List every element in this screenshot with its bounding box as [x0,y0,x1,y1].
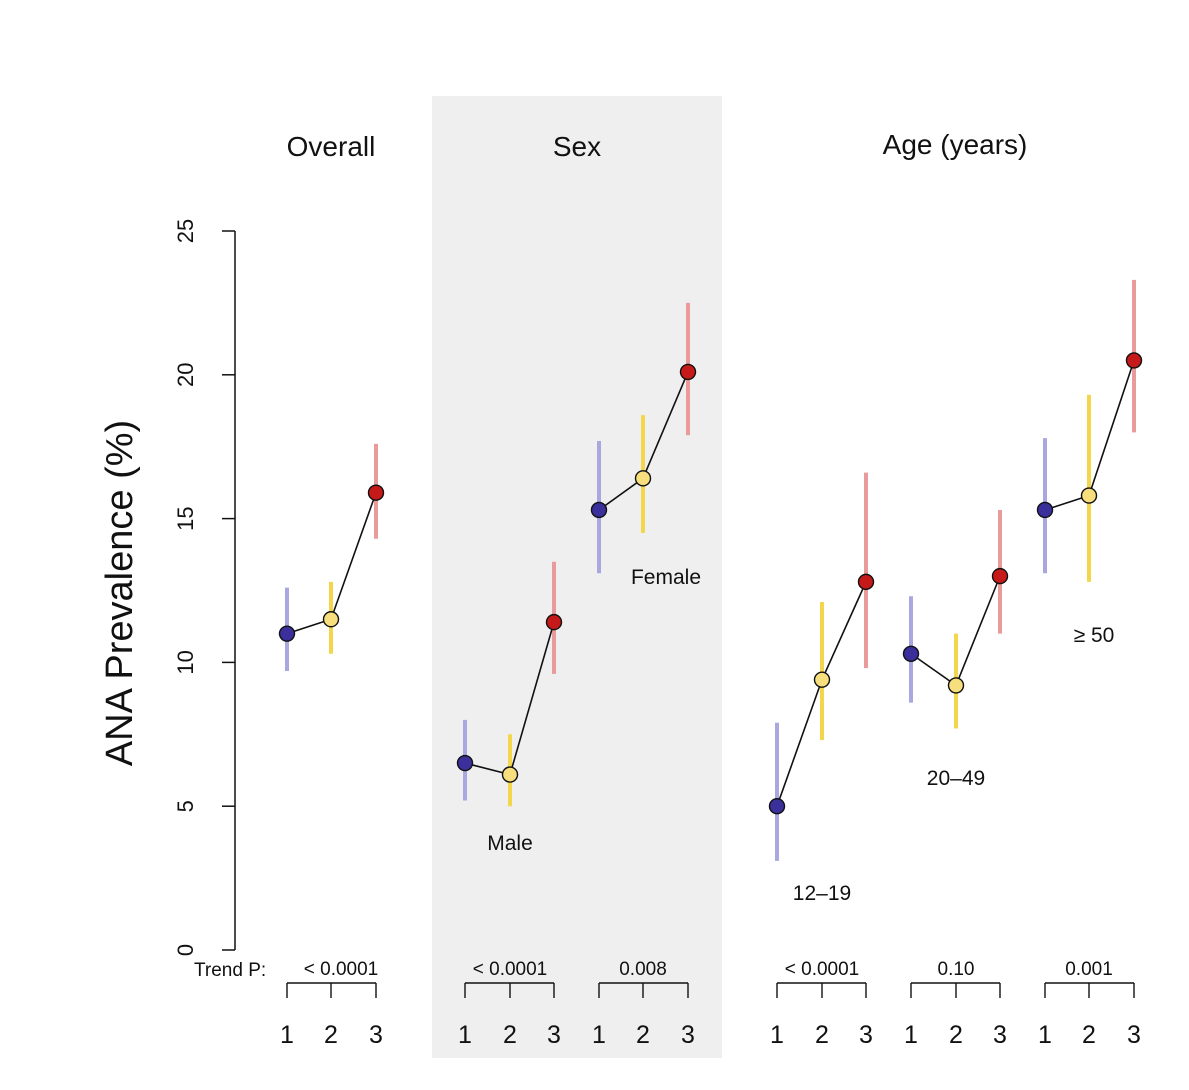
y-axis: 0 5 10 15 20 25 [173,219,235,956]
data-point [367,484,385,501]
group-label: 20–49 [927,767,985,790]
data-point [278,625,296,642]
x-tick-label: 2 [636,1021,650,1049]
data-point [1125,352,1143,369]
y-tick-label: 10 [173,650,198,674]
series-group: Female 0.008 1 2 3 [590,302,701,1049]
y-axis-label: ANA Prevalence (%) [99,420,141,766]
data-point [813,671,831,688]
x-tick-label: 3 [993,1021,1007,1049]
x-tick-label: 2 [815,1021,829,1049]
series-group: Male < 0.0001 1 2 3 [456,561,563,1049]
y-tick-label: 25 [173,219,198,243]
trend-p-value: < 0.0001 [473,959,548,980]
x-tick-label: 1 [770,1021,784,1049]
group-label: 12–19 [793,882,851,905]
x-tick-label: 3 [547,1021,561,1049]
data-point [857,573,875,591]
trend-p-value: < 0.0001 [304,959,379,980]
data-point [1080,487,1098,504]
x-tick-label: 3 [681,1021,695,1049]
x-tick-label: 3 [859,1021,873,1049]
data-point [902,645,920,662]
trend-p-value: < 0.0001 [785,959,860,980]
x-tick-label: 3 [369,1021,383,1049]
group-label: Female [631,566,701,589]
x-tick-label: 3 [1127,1021,1141,1049]
series-group: 12–19 < 0.0001 1 2 3 [768,472,875,1049]
data-point [456,754,474,772]
series-group: < 0.0001 1 2 3 [278,443,385,1049]
trend-p-value: 0.008 [619,959,667,980]
data-point [768,798,786,815]
x-tick-label: 2 [1082,1021,1096,1049]
chart-marks: < 0.0001 1 2 3 Male < 0.0001 1 2 3 Female 0.008 1 2 3… [278,279,1143,1049]
y-tick-label: 15 [173,506,198,530]
y-tick-label: 0 [173,944,198,956]
trend-p-label: Trend P: [194,960,266,981]
series-group: ≥ 50 0.001 1 2 3 [1036,279,1143,1049]
data-point [590,501,608,519]
data-point [545,613,563,631]
x-tick-label: 2 [324,1021,338,1049]
panel-title-sex: Sex [553,131,601,162]
sex-panel-background [432,96,722,1058]
x-tick-label: 1 [280,1021,294,1049]
data-point [634,470,652,487]
panel-title-age: Age (years) [883,129,1028,160]
x-tick-label: 2 [503,1021,517,1049]
data-point [679,363,697,381]
y-tick-label: 20 [173,363,198,387]
data-point [947,677,965,694]
trend-p-value: 0.001 [1065,959,1113,980]
data-point [322,611,340,628]
series-group: 20–49 0.10 1 2 3 [902,509,1009,1049]
group-label: ≥ 50 [1074,624,1115,647]
x-tick-label: 1 [904,1021,918,1049]
x-tick-label: 1 [1038,1021,1052,1049]
group-label: Male [487,832,533,855]
data-point [501,766,519,783]
data-point [1036,501,1054,519]
panel-title-overall: Overall [287,131,376,162]
y-tick-label: 5 [173,800,198,812]
x-tick-label: 1 [592,1021,606,1049]
x-tick-label: 2 [949,1021,963,1049]
trend-p-value: 0.10 [938,959,975,980]
data-point [991,567,1009,585]
x-tick-label: 1 [458,1021,472,1049]
